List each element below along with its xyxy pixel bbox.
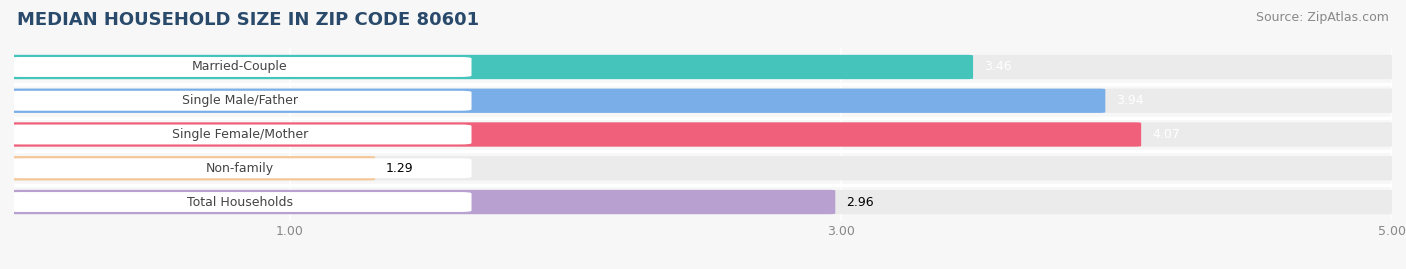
Text: 4.07: 4.07 [1152,128,1180,141]
Text: Source: ZipAtlas.com: Source: ZipAtlas.com [1256,11,1389,24]
Text: 3.94: 3.94 [1116,94,1144,107]
Text: Total Households: Total Households [187,196,292,208]
Text: Single Female/Mother: Single Female/Mother [172,128,308,141]
FancyBboxPatch shape [8,122,1398,147]
FancyBboxPatch shape [8,190,1398,214]
FancyBboxPatch shape [8,55,1398,79]
Text: 1.29: 1.29 [387,162,413,175]
FancyBboxPatch shape [8,91,471,111]
FancyBboxPatch shape [8,158,471,178]
Text: MEDIAN HOUSEHOLD SIZE IN ZIP CODE 80601: MEDIAN HOUSEHOLD SIZE IN ZIP CODE 80601 [17,11,479,29]
FancyBboxPatch shape [8,156,375,180]
FancyBboxPatch shape [8,125,471,144]
FancyBboxPatch shape [8,89,1105,113]
Text: Married-Couple: Married-Couple [193,61,288,73]
Text: Non-family: Non-family [205,162,274,175]
FancyBboxPatch shape [8,122,1142,147]
FancyBboxPatch shape [8,156,1398,180]
Text: Single Male/Father: Single Male/Father [181,94,298,107]
FancyBboxPatch shape [8,57,471,77]
Text: 2.96: 2.96 [846,196,875,208]
FancyBboxPatch shape [8,192,471,212]
FancyBboxPatch shape [8,55,973,79]
FancyBboxPatch shape [8,190,835,214]
Text: 3.46: 3.46 [984,61,1012,73]
FancyBboxPatch shape [8,89,1398,113]
